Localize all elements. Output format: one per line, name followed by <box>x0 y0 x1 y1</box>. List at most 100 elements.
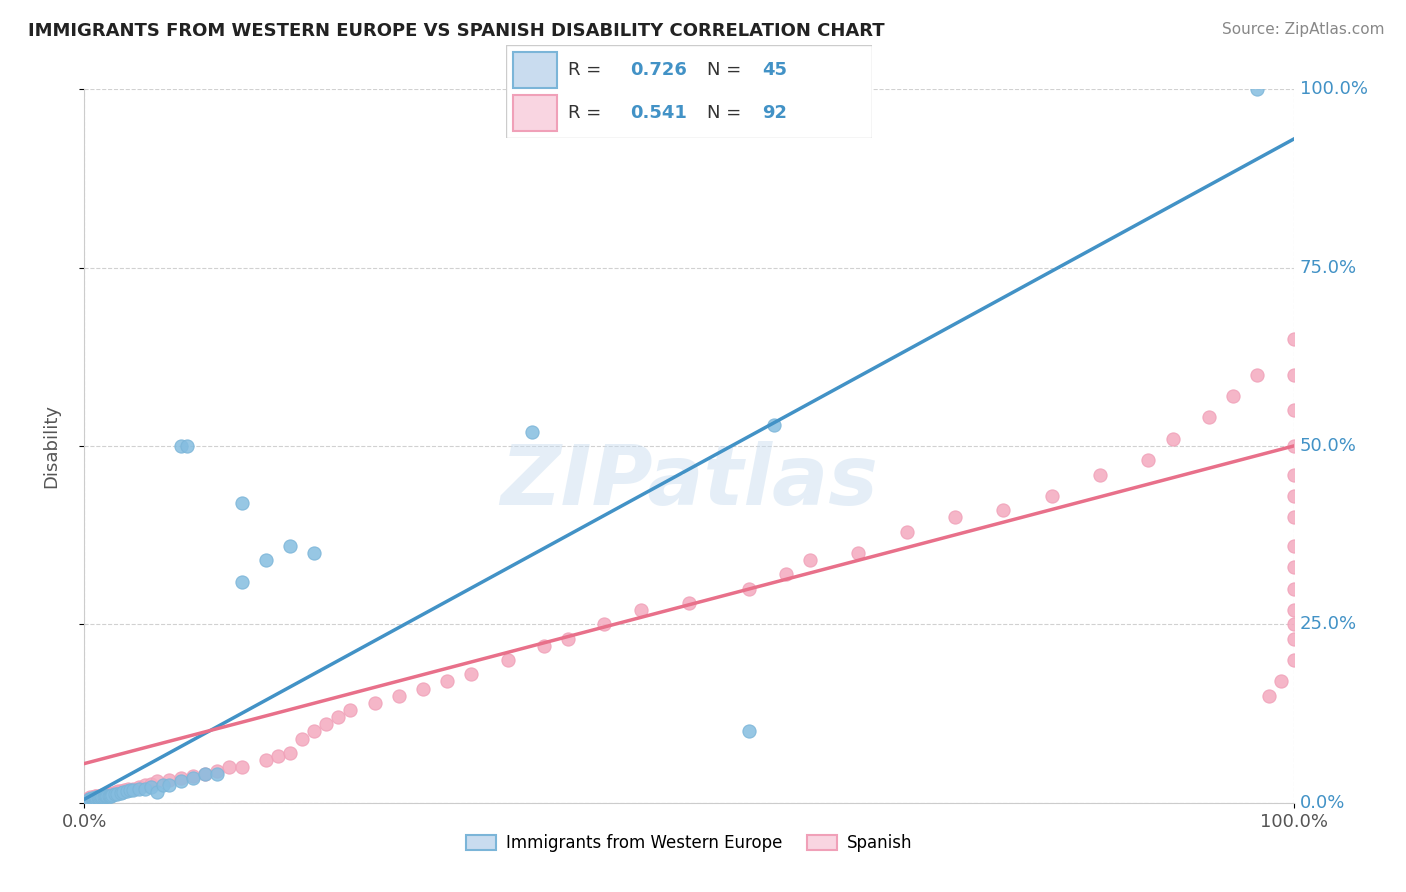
Point <box>1282 332 1305 346</box>
Point <box>115 784 138 798</box>
Point <box>128 781 150 796</box>
Text: IMMIGRANTS FROM WESTERN EUROPE VS SPANISH DISABILITY CORRELATION CHART: IMMIGRANTS FROM WESTERN EUROPE VS SPANIS… <box>28 22 884 40</box>
Point <box>117 782 139 797</box>
Point <box>79 790 101 805</box>
FancyBboxPatch shape <box>513 52 557 87</box>
Point <box>86 790 108 805</box>
Point <box>146 774 169 789</box>
Text: 50.0%: 50.0% <box>1299 437 1357 455</box>
Point <box>460 667 482 681</box>
Point <box>86 790 108 805</box>
Point <box>110 786 132 800</box>
Point <box>1282 439 1305 453</box>
FancyBboxPatch shape <box>506 45 872 138</box>
Text: 0.726: 0.726 <box>630 61 688 78</box>
Point <box>86 791 108 805</box>
Point <box>993 503 1015 517</box>
Point <box>134 778 156 792</box>
Point <box>176 439 198 453</box>
Point <box>1282 653 1305 667</box>
Point <box>77 790 100 805</box>
Point <box>89 790 111 805</box>
Point <box>90 789 112 803</box>
Point <box>194 767 217 781</box>
Point <box>496 653 519 667</box>
Point <box>943 510 966 524</box>
Point <box>83 791 105 805</box>
Point <box>98 787 121 801</box>
Point <box>1282 539 1305 553</box>
Point <box>93 789 115 803</box>
Point <box>254 553 277 567</box>
Point <box>267 749 290 764</box>
Point <box>1040 489 1063 503</box>
Point <box>1246 82 1268 96</box>
Point <box>82 791 104 805</box>
Point <box>218 760 240 774</box>
Point <box>91 788 114 802</box>
Point <box>112 783 135 797</box>
Point <box>762 417 785 432</box>
Point <box>86 790 108 805</box>
Point <box>94 789 117 804</box>
Point <box>278 539 301 553</box>
Point <box>82 792 104 806</box>
Point <box>91 789 114 804</box>
Point <box>90 789 112 804</box>
Point <box>146 785 169 799</box>
Text: 45: 45 <box>762 61 787 78</box>
Text: Source: ZipAtlas.com: Source: ZipAtlas.com <box>1222 22 1385 37</box>
Point <box>170 439 193 453</box>
Point <box>738 724 761 739</box>
Text: 100.0%: 100.0% <box>1299 80 1368 98</box>
Point <box>97 789 120 803</box>
Point <box>302 546 325 560</box>
Point <box>593 617 616 632</box>
Point <box>152 778 174 792</box>
Text: 0.541: 0.541 <box>630 104 688 122</box>
Point <box>738 582 761 596</box>
Point <box>1282 489 1305 503</box>
Point <box>83 790 105 805</box>
Point <box>1282 510 1305 524</box>
Point <box>799 553 821 567</box>
Point <box>139 776 162 790</box>
Point <box>254 753 277 767</box>
Point <box>328 710 350 724</box>
Point <box>94 789 117 803</box>
Point <box>121 783 143 797</box>
Point <box>775 567 797 582</box>
Point <box>89 789 111 803</box>
Point <box>1282 617 1305 632</box>
Point <box>315 717 337 731</box>
Point <box>128 780 150 794</box>
Point <box>1258 689 1281 703</box>
FancyBboxPatch shape <box>513 95 557 131</box>
Point <box>157 772 180 787</box>
Point <box>1270 674 1292 689</box>
Point <box>100 787 122 801</box>
Point <box>101 788 124 802</box>
Point <box>231 496 253 510</box>
Point <box>1161 432 1184 446</box>
Point <box>533 639 555 653</box>
Point <box>302 724 325 739</box>
Point <box>1088 467 1111 482</box>
Point <box>436 674 458 689</box>
Text: R =: R = <box>568 104 607 122</box>
Point <box>120 783 142 797</box>
Point <box>1282 368 1305 382</box>
Point <box>87 789 110 804</box>
Point <box>94 788 117 802</box>
Text: 92: 92 <box>762 104 787 122</box>
Point <box>157 778 180 792</box>
Point <box>91 790 114 805</box>
Point <box>107 784 129 798</box>
Point <box>1282 582 1305 596</box>
Text: N =: N = <box>707 61 747 78</box>
Point <box>231 760 253 774</box>
Point <box>77 792 100 806</box>
Point <box>412 681 434 696</box>
Point <box>121 781 143 796</box>
Point <box>1282 403 1305 417</box>
